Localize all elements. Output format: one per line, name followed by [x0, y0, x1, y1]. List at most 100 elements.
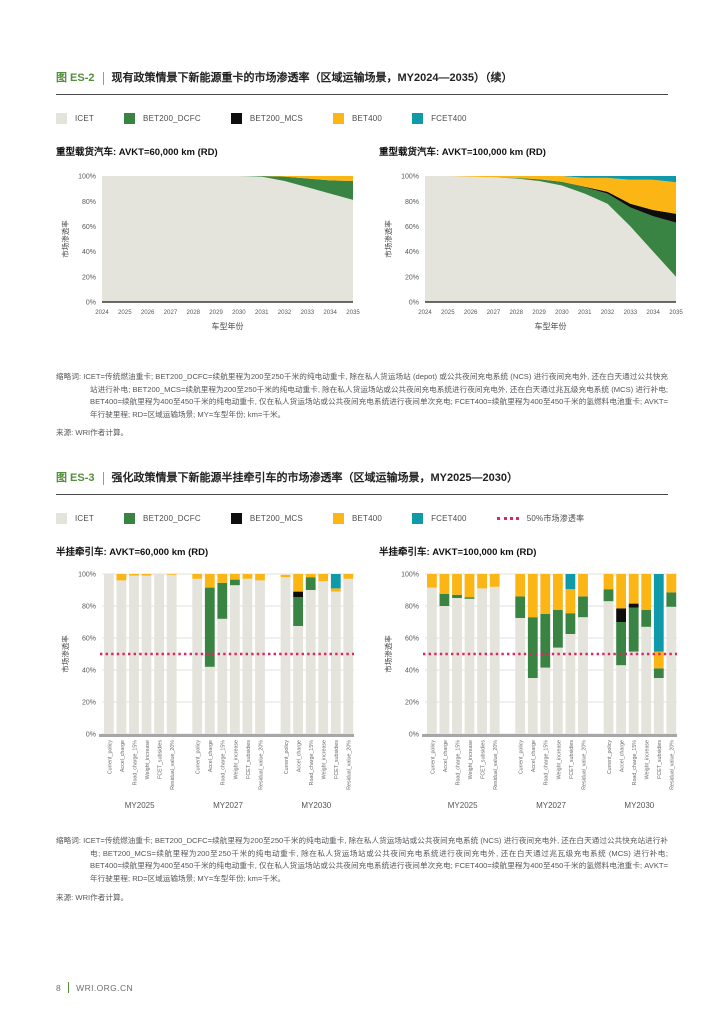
- legend-label: ICET: [75, 113, 95, 123]
- figure-es2-source: 来源: WRI作者计算。: [56, 428, 129, 438]
- svg-text:80%: 80%: [405, 199, 419, 206]
- svg-text:20%: 20%: [82, 275, 96, 282]
- svg-text:Residual_value_20%: Residual_value_20%: [670, 740, 676, 790]
- svg-text:2028: 2028: [509, 309, 523, 316]
- legend-item-BET200_DCFC: BET200_DCFC: [124, 112, 201, 124]
- svg-text:2026: 2026: [464, 309, 478, 316]
- legend-color-swatch: [56, 112, 67, 124]
- svg-text:2031: 2031: [578, 309, 592, 316]
- svg-text:40%: 40%: [82, 249, 96, 256]
- legend-item-BET400: BET400: [332, 512, 383, 524]
- svg-text:60%: 60%: [82, 224, 96, 231]
- svg-text:60%: 60%: [405, 636, 419, 643]
- svg-text:Residual_value_20%: Residual_value_20%: [258, 740, 264, 790]
- svg-text:市场渗透率: 市场渗透率: [383, 635, 393, 673]
- svg-text:2025: 2025: [441, 309, 455, 316]
- figure-es3-label: 图 ES-3: [56, 472, 95, 485]
- chart-block-es2-100k: 重型载货汽车: AVKT=100,000 km (RD) 0% 20% 40% 60%…: [379, 144, 684, 357]
- svg-text:Road_charge_15%: Road_charge_15%: [455, 740, 461, 786]
- svg-text:0%: 0%: [86, 300, 96, 307]
- legend-item-reference_line: 50%市场渗透率: [496, 513, 585, 524]
- svg-text:Accel_charge: Accel_charge: [208, 740, 214, 772]
- figure-es2-title: 现有政策情景下新能源重卡的市场渗透率（区域运输场景，MY2024—2035）（续…: [111, 72, 513, 84]
- svg-text:车型年份: 车型年份: [535, 321, 567, 331]
- svg-text:Current_policy: Current_policy: [607, 740, 613, 775]
- svg-text:Weight_increase: Weight_increase: [468, 740, 474, 779]
- legend-color-swatch: [332, 512, 344, 524]
- svg-text:2026: 2026: [141, 309, 155, 316]
- figure-es3-divider: [102, 472, 104, 486]
- svg-text:2027: 2027: [487, 309, 501, 316]
- legend-item-BET200_MCS: BET200_MCS: [230, 112, 303, 124]
- figure-es2-charts: 重型载货汽车: AVKT=60,000 km (RD) 0% 20% 40% 60% 8…: [56, 144, 683, 357]
- svg-text:Residual_value_20%: Residual_value_20%: [347, 740, 353, 790]
- figure-es2-note: 缩略词: ICET=传统燃油重卡; BET200_DCFC=续航里程为200至2…: [56, 372, 668, 419]
- svg-text:40%: 40%: [405, 668, 419, 675]
- legend-label: BET400: [351, 113, 383, 123]
- svg-text:Residual_value_20%: Residual_value_20%: [170, 740, 176, 790]
- legend-label: BET200_MCS: [249, 113, 303, 123]
- figure-es3-charts: 半挂牵引车: AVKT=60,000 km (RD) Current_polic…: [56, 544, 677, 821]
- svg-text:FCET_subsidies: FCET_subsidies: [481, 740, 487, 779]
- svg-text:Current_policy: Current_policy: [284, 740, 290, 775]
- svg-text:Accel_charge: Accel_charge: [531, 740, 537, 772]
- legend-label: BET200_DCFC: [143, 513, 201, 523]
- legend-label: BET400: [351, 513, 383, 523]
- svg-text:100%: 100%: [78, 572, 96, 579]
- svg-text:Accel_charge: Accel_charge: [620, 740, 626, 772]
- svg-text:2033: 2033: [624, 309, 638, 316]
- chart-title-es3-60k: 半挂牵引车: AVKT=60,000 km (RD): [56, 547, 209, 559]
- legend-label: 50%市场渗透率: [526, 513, 585, 523]
- svg-text:MY2027: MY2027: [536, 801, 566, 810]
- svg-text:MY2025: MY2025: [448, 801, 478, 810]
- svg-text:MY2027: MY2027: [213, 801, 243, 810]
- legend-color-swatch: [332, 112, 344, 124]
- svg-text:MY2030: MY2030: [301, 801, 331, 810]
- legend-color-swatch: [412, 112, 424, 124]
- legend-label: FCET400: [431, 113, 467, 123]
- svg-text:Current_policy: Current_policy: [519, 740, 525, 775]
- figure-es2: 图 ES-2 现有政策情景下新能源重卡的市场渗透率（区域运输场景，MY2024—…: [56, 72, 683, 438]
- legend-label: BET200_DCFC: [143, 113, 201, 123]
- svg-text:100%: 100%: [78, 174, 96, 181]
- chart-title-es3-100k: 半挂牵引车: AVKT=100,000 km (RD): [379, 547, 537, 559]
- legend-color-swatch: [124, 112, 136, 124]
- legend-color-swatch: [124, 512, 136, 524]
- svg-text:FCET_subsidies: FCET_subsidies: [334, 740, 340, 779]
- figure-es3-rule: [56, 494, 668, 496]
- legend-color-swatch: [56, 512, 67, 524]
- figure-es3-legend: ICET BET200_DCFC BET200_MCS BET400 FCET400 50…: [56, 512, 668, 524]
- chart-block-es3-60k: 半挂牵引车: AVKT=60,000 km (RD) Current_polic…: [56, 544, 361, 821]
- svg-text:0%: 0%: [86, 732, 96, 739]
- figure-es2-divider: [102, 72, 104, 86]
- svg-text:Road_charge_15%: Road_charge_15%: [632, 740, 638, 786]
- svg-text:FCET_subsidies: FCET_subsidies: [657, 740, 663, 779]
- legend-item-BET200_MCS: BET200_MCS: [230, 512, 303, 524]
- svg-text:Road_charge_15%: Road_charge_15%: [132, 740, 138, 786]
- svg-text:80%: 80%: [82, 604, 96, 611]
- svg-text:2035: 2035: [669, 309, 683, 316]
- legend-item-ICET: ICET: [56, 112, 95, 124]
- svg-text:Road_charge_15%: Road_charge_15%: [221, 740, 227, 786]
- svg-text:2034: 2034: [646, 309, 660, 316]
- figure-es3-title: 强化政策情景下新能源半挂牵引车的市场渗透率（区域运输场景，MY2025—2030…: [111, 472, 518, 485]
- figure-es3-source: 来源: WRI作者计算。: [56, 892, 129, 902]
- svg-text:80%: 80%: [405, 604, 419, 611]
- figure-es2-label: 图 ES-2: [56, 72, 95, 84]
- svg-text:Current_policy: Current_policy: [107, 740, 113, 775]
- svg-text:0%: 0%: [409, 300, 419, 307]
- svg-text:2035: 2035: [346, 309, 360, 316]
- svg-text:Road_charge_15%: Road_charge_15%: [544, 740, 550, 786]
- figure-es2-rule: [56, 94, 668, 96]
- legend-label: BET200_MCS: [249, 513, 303, 523]
- svg-text:2024: 2024: [418, 309, 432, 316]
- svg-text:市场渗透率: 市场渗透率: [383, 220, 393, 258]
- svg-text:2030: 2030: [555, 309, 569, 316]
- svg-text:2028: 2028: [186, 309, 200, 316]
- legend-item-BET400: BET400: [332, 112, 383, 124]
- svg-text:60%: 60%: [405, 224, 419, 231]
- svg-text:100%: 100%: [401, 572, 419, 579]
- figure-es2-header: 图 ES-2 现有政策情景下新能源重卡的市场渗透率（区域运输场景，MY2024—…: [56, 72, 668, 86]
- svg-text:Accel_charge: Accel_charge: [120, 740, 126, 772]
